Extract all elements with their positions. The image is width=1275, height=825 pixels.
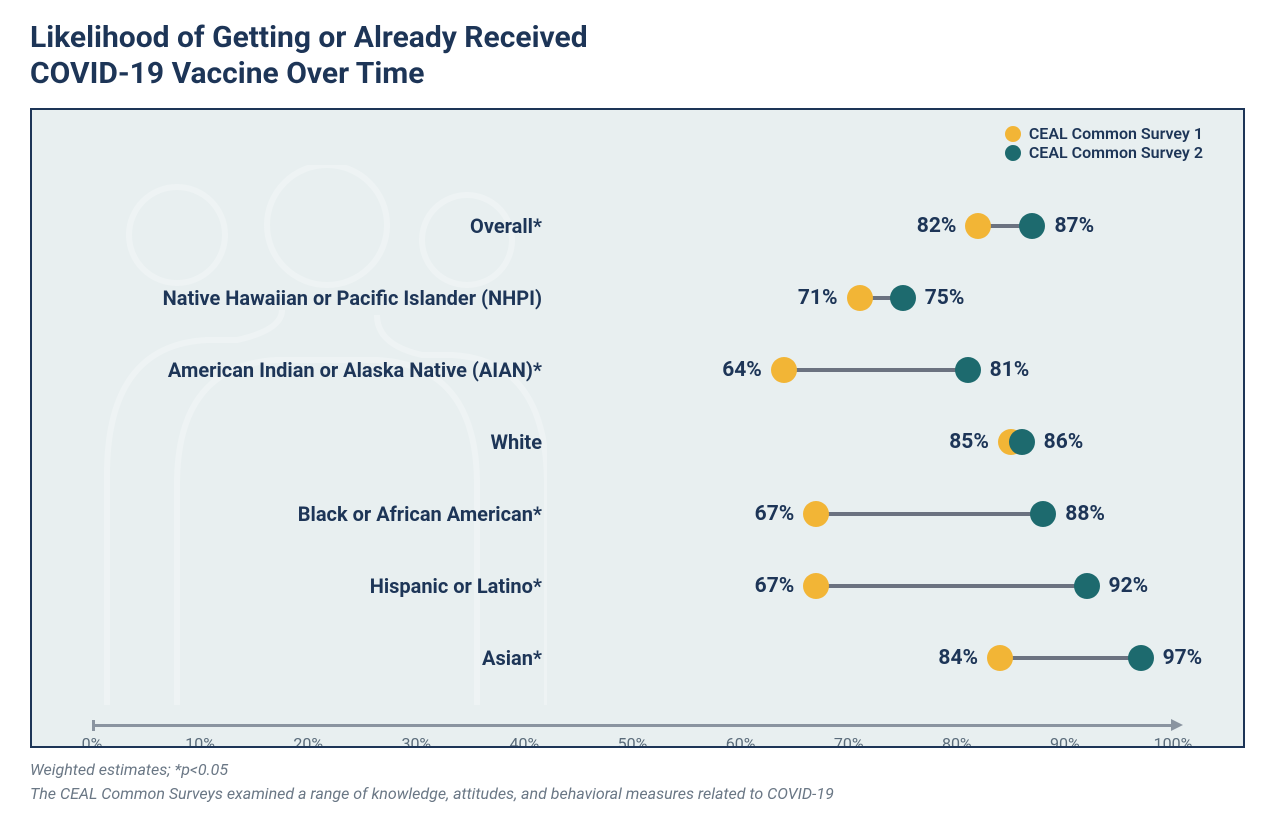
x-tick-label: 0% <box>82 734 103 748</box>
plot-area: 85% 86% <box>92 406 1173 478</box>
plot-area: 64% 81% <box>92 334 1173 406</box>
plot-area: 67% 92% <box>92 550 1173 622</box>
survey1-value-label: 84% <box>938 646 978 670</box>
chart-row: Hispanic or Latino*67%92% <box>32 550 1243 622</box>
title-line-2: COVID-19 Vaccine Over Time <box>30 56 1245 92</box>
x-tick-label: 100% <box>1154 734 1193 748</box>
connector-line <box>1000 656 1141 660</box>
survey2-dot <box>1074 573 1100 599</box>
connector-line <box>816 512 1043 516</box>
survey1-value-label: 71% <box>798 286 838 310</box>
title-line-1: Likelihood of Getting or Already Receive… <box>30 20 1245 56</box>
survey1-dot <box>987 645 1013 671</box>
survey2-value-label: 97% <box>1163 646 1203 670</box>
plot-area: 82% 87% <box>92 190 1173 262</box>
legend: CEAL Common Survey 1 CEAL Common Survey … <box>1005 124 1203 162</box>
survey2-dot <box>1128 645 1154 671</box>
footnote-1: Weighted estimates; *p<0.05 <box>30 758 1245 782</box>
survey1-dot <box>803 501 829 527</box>
survey1-dot <box>847 285 873 311</box>
legend-dot-survey2 <box>1005 145 1021 161</box>
survey2-value-label: 75% <box>925 286 965 310</box>
x-tick-label: 80% <box>942 734 972 748</box>
survey1-value-label: 67% <box>755 502 795 526</box>
legend-label-survey1: CEAL Common Survey 1 <box>1029 124 1203 143</box>
survey2-value-label: 87% <box>1054 214 1094 238</box>
x-tick-label: 30% <box>401 734 431 748</box>
survey2-value-label: 81% <box>990 358 1030 382</box>
chart-row: American Indian or Alaska Native (AIAN)*… <box>32 334 1243 406</box>
connector-line <box>784 368 968 372</box>
chart-title: Likelihood of Getting or Already Receive… <box>30 20 1245 92</box>
x-tick-label: 50% <box>618 734 648 748</box>
plot-area: 71% 75% <box>92 262 1173 334</box>
chart-frame: CEAL Common Survey 1 CEAL Common Survey … <box>30 108 1245 748</box>
footnotes: Weighted estimates; *p<0.05 The CEAL Com… <box>30 758 1245 806</box>
legend-item-survey1: CEAL Common Survey 1 <box>1005 124 1203 143</box>
survey2-value-label: 92% <box>1109 574 1149 598</box>
survey2-dot <box>1019 213 1045 239</box>
x-tick-label: 70% <box>834 734 864 748</box>
survey2-value-label: 88% <box>1065 502 1105 526</box>
footnote-2: The CEAL Common Surveys examined a range… <box>30 782 1245 806</box>
legend-label-survey2: CEAL Common Survey 2 <box>1029 143 1203 162</box>
survey1-dot <box>771 357 797 383</box>
legend-item-survey2: CEAL Common Survey 2 <box>1005 143 1203 162</box>
x-tick-label: 20% <box>293 734 323 748</box>
chart-row: White85%86% <box>32 406 1243 478</box>
plot-area: 67% 88% <box>92 478 1173 550</box>
survey1-dot <box>803 573 829 599</box>
survey1-value-label: 64% <box>722 358 762 382</box>
chart-row: Native Hawaiian or Pacific Islander (NHP… <box>32 262 1243 334</box>
survey2-dot <box>955 357 981 383</box>
survey2-dot <box>890 285 916 311</box>
x-tick-label: 40% <box>510 734 540 748</box>
survey1-dot <box>965 213 991 239</box>
x-tick-label: 90% <box>1050 734 1080 748</box>
chart-rows: Overall*82%87%Native Hawaiian or Pacific… <box>32 190 1243 694</box>
survey1-value-label: 82% <box>917 214 957 238</box>
survey1-value-label: 85% <box>949 430 989 454</box>
survey2-dot <box>1009 429 1035 455</box>
plot-area: 84%97% <box>92 622 1173 694</box>
chart-row: Black or African American*67%88% <box>32 478 1243 550</box>
survey1-value-label: 67% <box>755 574 795 598</box>
connector-line <box>816 584 1086 588</box>
x-axis-line <box>92 724 1173 727</box>
legend-dot-survey1 <box>1005 126 1021 142</box>
survey2-dot <box>1030 501 1056 527</box>
chart-row: Asian*84%97% <box>32 622 1243 694</box>
x-tick-label: 10% <box>185 734 215 748</box>
survey2-value-label: 86% <box>1044 430 1084 454</box>
x-tick-label: 60% <box>726 734 756 748</box>
chart-row: Overall*82%87% <box>32 190 1243 262</box>
